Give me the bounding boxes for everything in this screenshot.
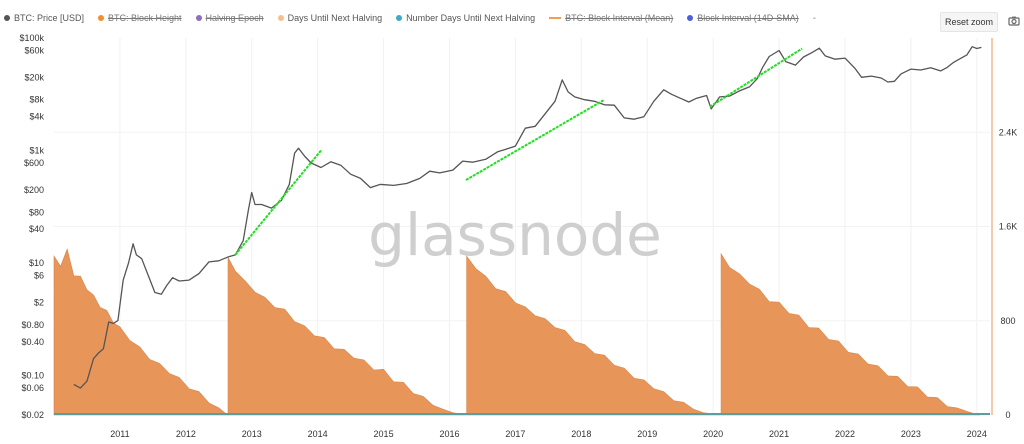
y-axis-right: 0 800 1.6K 2.4K [991, 38, 1018, 420]
x-tick-label: 2014 [308, 429, 328, 439]
halving-area [720, 252, 981, 416]
legend-dot [549, 17, 562, 19]
camera-icon-glyph [1008, 16, 1020, 26]
legend-dot [4, 15, 10, 21]
area-layer [53, 248, 990, 416]
x-tick-label: 2020 [703, 429, 723, 439]
y-tick-left: $20k [24, 72, 44, 82]
legend-item-block-height[interactable]: BTC: Block Height [98, 13, 182, 23]
y-tick-right: 2.4K [999, 127, 1018, 137]
trend-line [465, 98, 605, 181]
y-tick-left: $0.40 [21, 337, 44, 347]
trend-layer [234, 47, 803, 256]
x-tick-label: 2021 [769, 429, 789, 439]
y-tick-left: $8k [29, 95, 44, 105]
x-tick-label: 2022 [835, 429, 855, 439]
legend-more-indicator[interactable]: - [812, 12, 817, 24]
x-tick-label: 2017 [505, 429, 525, 439]
y-axis-left: $100k $60k $20k $8k $4k $1k $600 $200 $80 $40 $10 $… [19, 33, 44, 420]
y-tick-right: 0 [1005, 410, 1010, 420]
legend-item-days-until-halving[interactable]: Days Until Next Halving [277, 13, 383, 23]
legend-label: BTC: Block Interval (Mean) [565, 13, 674, 23]
halving-area [466, 255, 721, 416]
y-tick-left: $40 [29, 224, 44, 234]
y-tick-left: $100k [19, 33, 44, 43]
legend-item-block-interval-sma[interactable]: Block Interval (14D-SMA) [687, 13, 799, 23]
y-tick-left: $0.06 [21, 383, 44, 393]
legend-dot [98, 15, 105, 21]
y-tick-left: $80 [29, 207, 44, 217]
y-tick-right: 1.6K [999, 222, 1018, 232]
legend-label: Number Days Until Next Halving [406, 13, 536, 23]
y-tick-left: $600 [24, 158, 44, 168]
y-tick-left: $60k [24, 45, 44, 55]
legend-dot [687, 15, 694, 21]
legend-label: Block Interval (14D-SMA) [697, 13, 799, 23]
y-tick-left: $1k [29, 146, 44, 156]
x-tick-label: 2015 [374, 429, 394, 439]
halving-area [53, 248, 229, 416]
legend-label: BTC: Block Height [108, 13, 182, 23]
x-tick-label: 2012 [176, 429, 196, 439]
trend-line [709, 47, 803, 108]
btc-price-line[interactable] [73, 46, 982, 389]
trend-line [234, 149, 322, 256]
y-tick-left: $10 [29, 258, 44, 268]
y-tick-right: 800 [1000, 316, 1015, 326]
legend-label: Halving Epoch [205, 13, 264, 23]
x-tick-label: 2011 [110, 429, 129, 439]
reset-zoom-button[interactable]: Reset zoom [940, 12, 998, 32]
x-tick-label: 2018 [571, 429, 591, 439]
legend-dot [195, 15, 202, 21]
x-tick-label: 2024 [967, 429, 987, 439]
legend-dot [396, 15, 403, 21]
x-tick-label: 2013 [242, 429, 262, 439]
y-tick-left: $6 [34, 271, 44, 281]
x-tick-label: 2019 [637, 429, 657, 439]
x-tick-label: 2023 [901, 429, 921, 439]
legend: BTC: Price [USD] BTC: Block Height Halvi… [4, 10, 816, 26]
halving-area [227, 257, 467, 416]
legend-item-block-interval-mean[interactable]: BTC: Block Interval (Mean) [549, 13, 673, 23]
legend-label: Days Until Next Halving [287, 13, 383, 23]
legend-item-number-days-until-halving[interactable]: Number Days Until Next Halving [396, 13, 535, 23]
y-tick-left: $200 [24, 185, 44, 195]
legend-dot [277, 15, 284, 21]
legend-item-halving-epoch[interactable]: Halving Epoch [195, 13, 264, 23]
y-tick-left: $0.80 [21, 320, 44, 330]
legend-label: BTC: Price [USD] [14, 13, 85, 23]
legend-item-btc-price[interactable]: BTC: Price [USD] [4, 13, 84, 23]
y-tick-left: $0.10 [21, 371, 44, 381]
x-tick-label: 2016 [439, 429, 459, 439]
price-layer [73, 46, 982, 389]
camera-icon[interactable] [1008, 15, 1020, 27]
y-tick-left: $2 [34, 297, 44, 307]
watermark: glassnode [368, 201, 662, 269]
x-axis: 2011 2012 2013 2014 2015 2016 2017 2018 2019 2020… [110, 429, 987, 439]
y-tick-left: $4k [29, 112, 44, 122]
y-tick-left: $0.02 [21, 410, 44, 420]
